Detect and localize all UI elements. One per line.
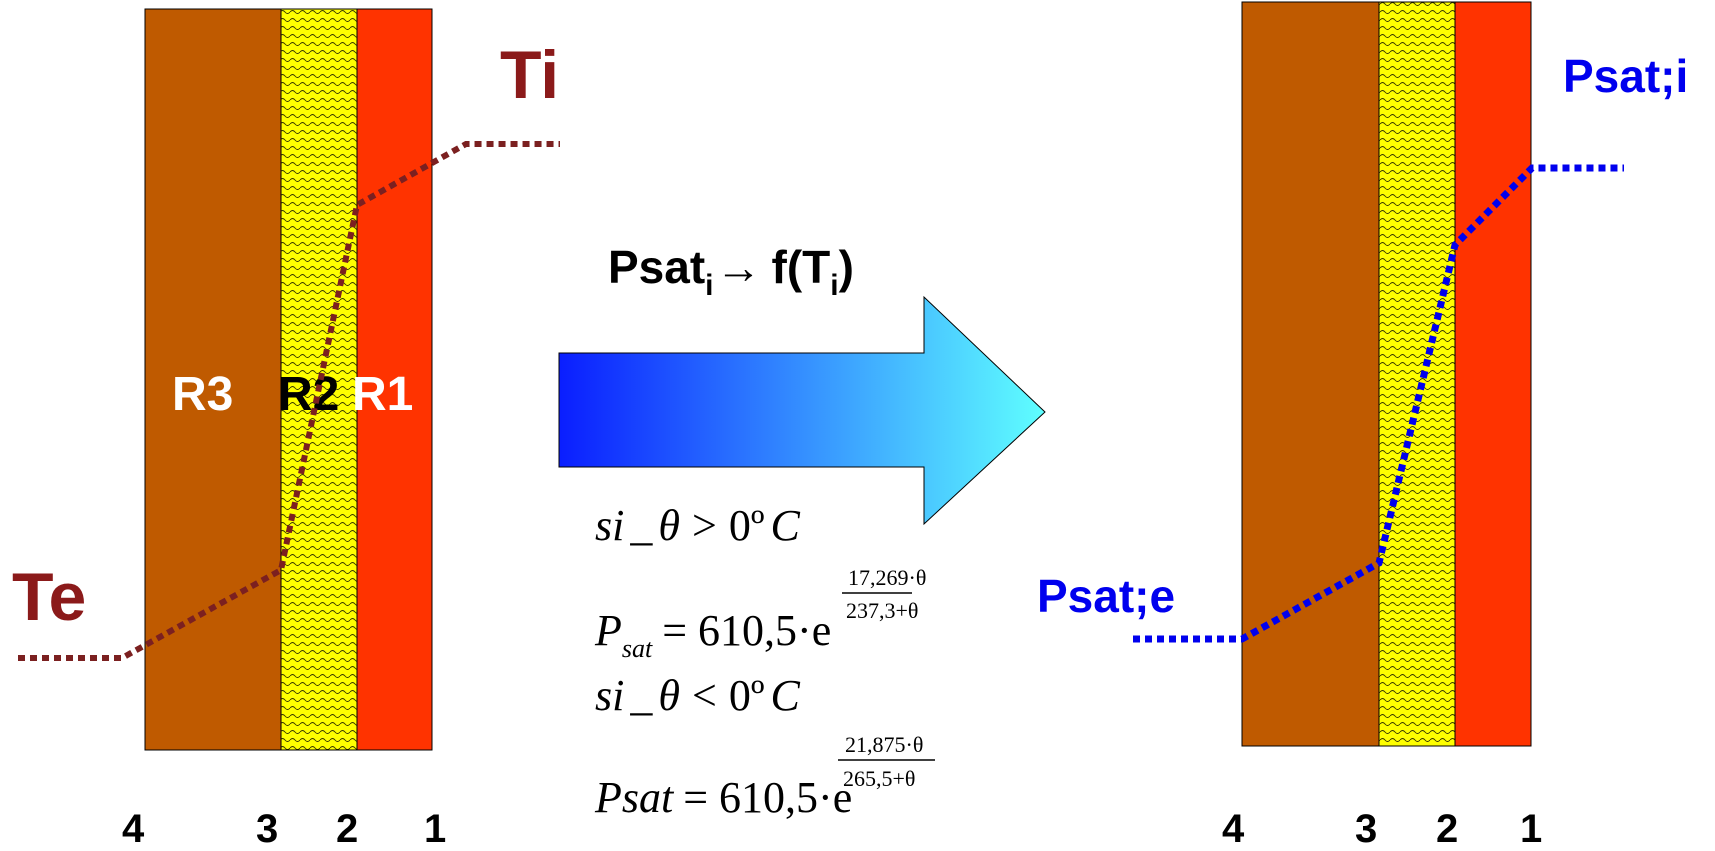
right-layer-r1 xyxy=(1454,1,1532,747)
left-layer-r1 xyxy=(356,8,433,751)
exponent-denominator-below: 265,5+θ xyxy=(843,766,915,791)
left-layer-r3 xyxy=(144,8,282,751)
left-interface-2: 2 xyxy=(336,807,358,851)
left-layer-r1-label: R1 xyxy=(352,368,413,421)
right-layer-r2 xyxy=(1378,1,1456,747)
right-interface-2: 2 xyxy=(1436,807,1458,851)
right-interface-3: 3 xyxy=(1355,807,1377,851)
interior-psat-label: Psat;i xyxy=(1563,50,1688,102)
right-layer-r3 xyxy=(1241,1,1380,747)
left-interface-4: 4 xyxy=(122,807,145,851)
temperature-profile-line xyxy=(18,141,560,661)
exponent-numerator-below: 21,875·θ xyxy=(845,732,923,757)
exterior-temperature-label: Te xyxy=(12,559,86,635)
left-interface-1: 1 xyxy=(424,807,446,851)
exponent-denominator-above: 237,3+θ xyxy=(846,598,918,623)
equation-above-zero: Psat = 610,5·e xyxy=(594,606,831,663)
right-wall: Psat;i Psat;e 4 3 2 1 xyxy=(1037,1,1688,851)
interior-temperature-label: Ti xyxy=(500,37,559,113)
transform-arrow-group: Psati→ f(Ti) xyxy=(558,241,1046,526)
transform-arrow xyxy=(558,295,1046,526)
condition-below-zero: si _ θ <0º C xyxy=(595,671,800,720)
left-layer-r2-label: R2 xyxy=(278,368,339,421)
left-layer-r2 xyxy=(280,8,358,751)
saturation-pressure-profile-line xyxy=(1133,164,1624,643)
condition-above-zero: si _ θ >0º C xyxy=(595,501,800,550)
left-interface-3: 3 xyxy=(256,807,278,851)
left-layer-r3-label: R3 xyxy=(172,368,233,421)
equation-below-zero: Psat = 610,5·e xyxy=(594,773,852,822)
left-wall: R3 R2 R1 Ti Te 4 3 2 1 xyxy=(12,8,560,851)
exterior-psat-label: Psat;e xyxy=(1037,570,1175,622)
arrow-caption: Psati→ f(Ti) xyxy=(608,241,854,302)
saturation-formulas: si _ θ >0º C Psat = 610,5·e 17,269·θ 237,3+θ … xyxy=(594,501,935,822)
right-interface-1: 1 xyxy=(1520,807,1542,851)
exponent-numerator-above: 17,269·θ xyxy=(848,565,926,590)
right-interface-4: 4 xyxy=(1222,807,1245,851)
